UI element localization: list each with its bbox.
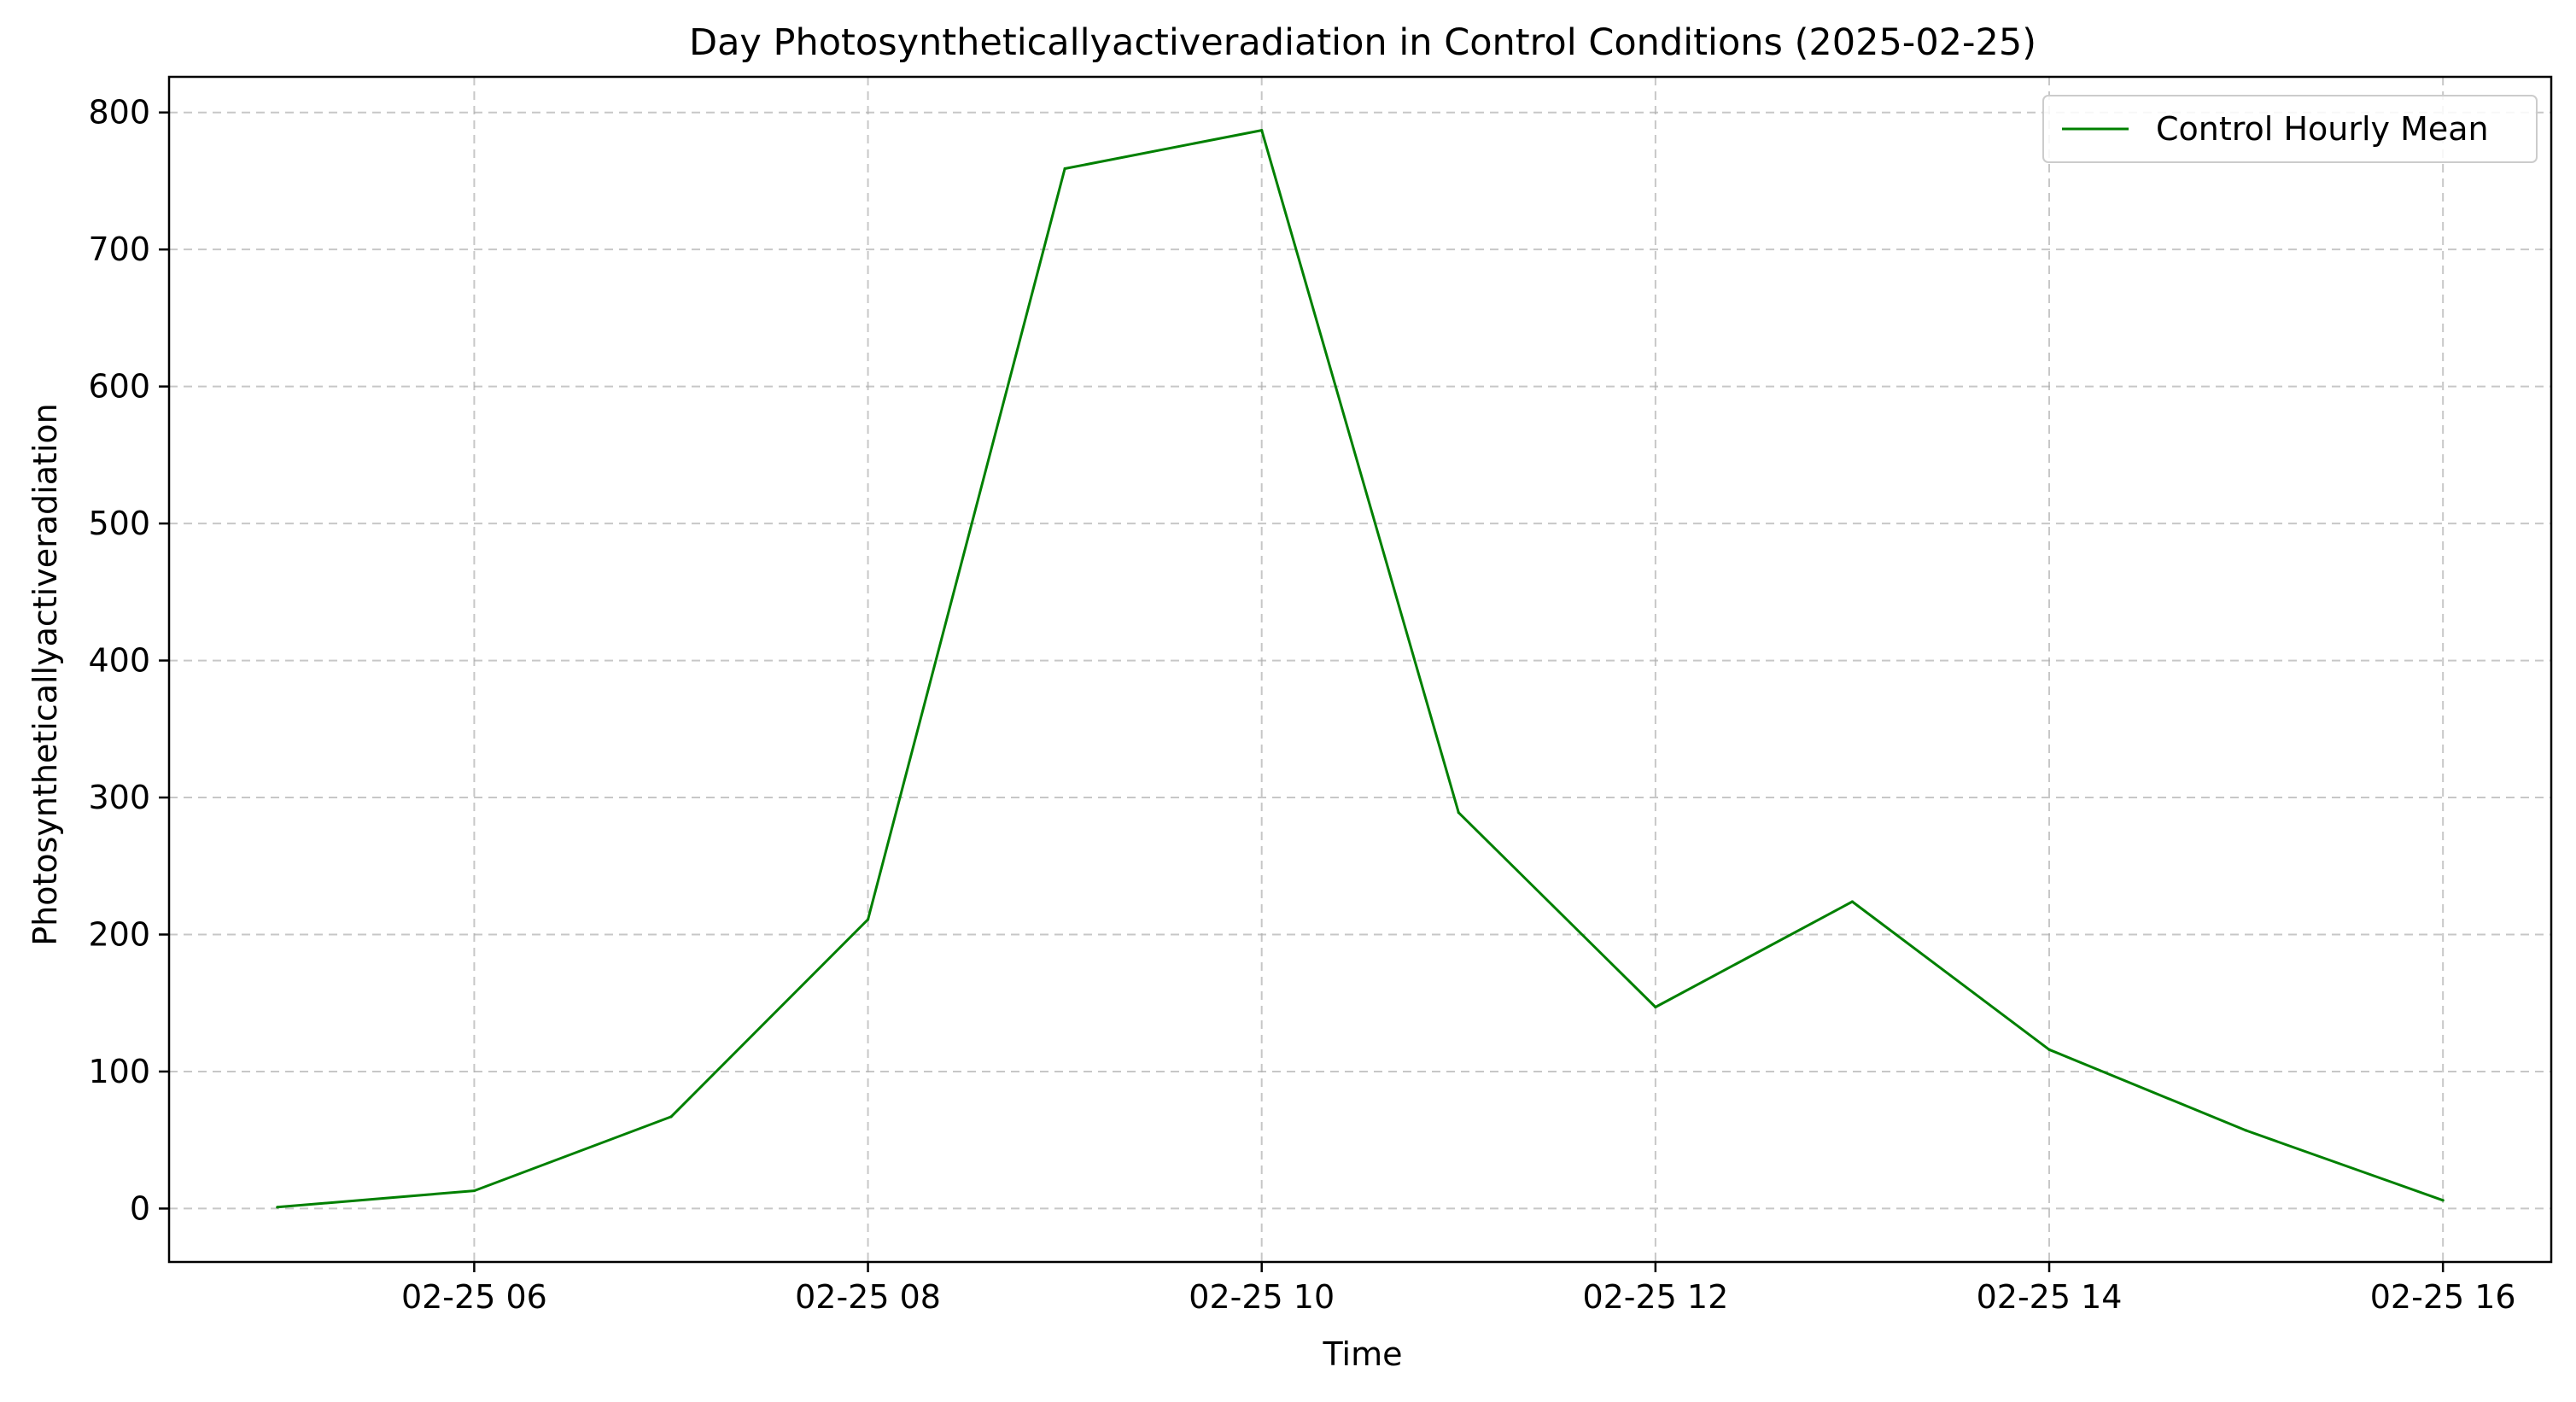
y-tick-label: 700 bbox=[88, 231, 150, 268]
x-tick-label: 02-25 08 bbox=[795, 1278, 941, 1316]
y-tick-label: 0 bbox=[130, 1189, 150, 1227]
y-tick-label: 200 bbox=[88, 915, 150, 953]
data-point bbox=[866, 918, 870, 921]
legend-box bbox=[2042, 95, 2538, 163]
legend: Control Hourly Mean bbox=[2042, 95, 2538, 163]
y-tick-label: 600 bbox=[88, 368, 150, 406]
x-tick-label: 02-25 10 bbox=[1189, 1278, 1335, 1316]
x-tick-label: 02-25 12 bbox=[1582, 1278, 1728, 1316]
x-tick-label: 02-25 06 bbox=[401, 1278, 547, 1316]
x-tick-label: 02-25 14 bbox=[1977, 1278, 2123, 1316]
series-line bbox=[277, 129, 2444, 1209]
y-tick-label: 800 bbox=[88, 94, 150, 131]
legend-label: Control Hourly Mean bbox=[2156, 110, 2489, 148]
data-point bbox=[669, 1115, 673, 1119]
data-point bbox=[2441, 1199, 2445, 1202]
series-layer bbox=[276, 128, 2445, 1209]
chart-title: Day Photosyntheticallyactiveradiation in… bbox=[689, 21, 2036, 64]
grid bbox=[169, 77, 2551, 1262]
y-tick-label: 500 bbox=[88, 505, 150, 542]
data-point bbox=[2245, 1129, 2248, 1132]
data-point bbox=[1654, 1005, 1657, 1009]
y-axis-ticks: 0 100 200 300 400 500 600 700 800 bbox=[88, 94, 169, 1227]
y-tick-label: 400 bbox=[88, 642, 150, 680]
x-axis-label: Time bbox=[1323, 1335, 1403, 1373]
data-point bbox=[1063, 166, 1066, 171]
data-point bbox=[1260, 128, 1264, 132]
x-tick-label: 02-25 16 bbox=[2370, 1278, 2516, 1316]
data-point bbox=[276, 1206, 279, 1209]
data-point bbox=[1850, 900, 1855, 903]
x-axis-ticks: 02-25 06 02-25 08 02-25 10 02-25 12 02-25 14… bbox=[401, 1262, 2516, 1316]
y-tick-label: 300 bbox=[88, 779, 150, 816]
y-axis-label: Photosyntheticallyactiveradiation bbox=[26, 403, 64, 946]
data-point bbox=[2047, 1048, 2051, 1051]
y-tick-label: 100 bbox=[88, 1053, 150, 1090]
data-point bbox=[1457, 811, 1460, 815]
data-point bbox=[472, 1189, 476, 1193]
plot-frame bbox=[167, 75, 2553, 1264]
